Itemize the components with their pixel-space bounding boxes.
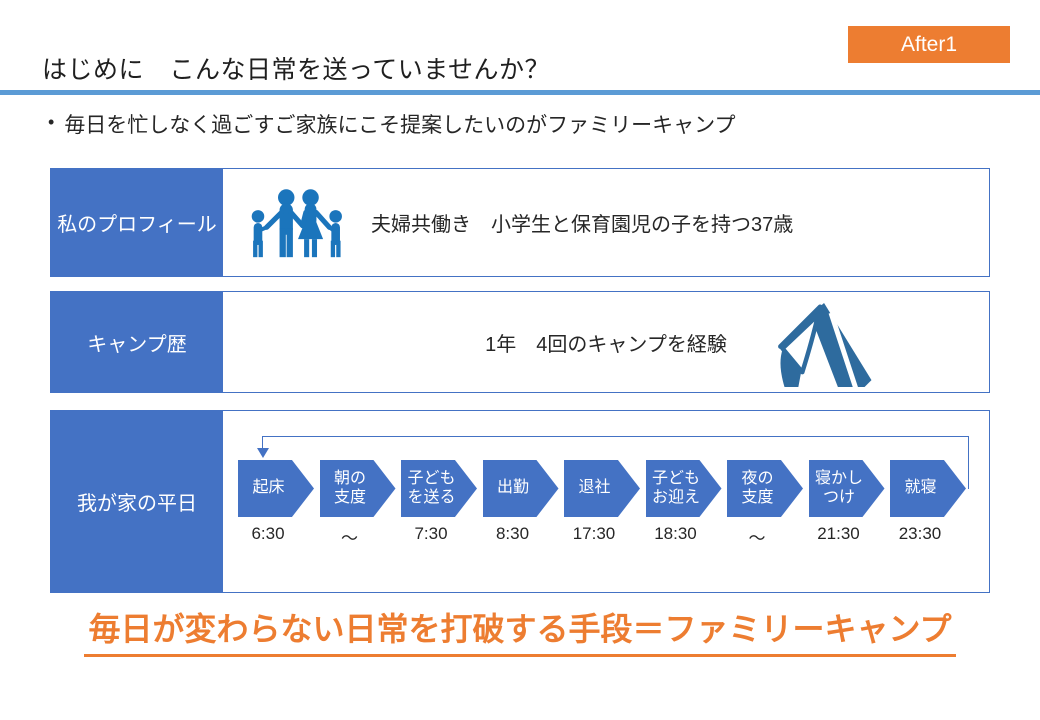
- flow-time-morning-prep: ～: [341, 529, 358, 548]
- intro-bullet-line: • 毎日を忙しなく過ごすご家族にこそ提案したいのがファミリーキャンプ: [48, 109, 735, 139]
- flow-time-leave-work: 17:30: [572, 524, 616, 543]
- intro-bullet-text: 毎日を忙しなく過ごすご家族にこそ提案したいのがファミリーキャンプ: [64, 114, 736, 137]
- camp-history-text: 1年 4回のキャンプを経験: [485, 333, 727, 356]
- flow-time-sleep: 23:30: [898, 524, 942, 543]
- weekday-row-label: 我が家の平日: [51, 411, 223, 592]
- profile-row: 私のプロフィール 夫婦共働き 小学生と保育園: [50, 168, 990, 277]
- tent-icon: [778, 303, 872, 388]
- footer-message: 毎日が変わらない日常を打破する手段＝ファミリーキャンプ: [84, 604, 956, 657]
- profile-row-content: 夫婦共働き 小学生と保育園児の子を持つ37歳: [223, 169, 989, 276]
- family-icon: [251, 189, 342, 258]
- camp-history-row-content: 1年 4回のキャンプを経験: [223, 292, 989, 392]
- flow-time-dropoff-kids: 7:30: [414, 524, 448, 543]
- profile-text: 夫婦共働き 小学生と保育園児の子を持つ37歳: [371, 214, 794, 236]
- flow-time-put-to-bed: 21:30: [817, 524, 860, 543]
- camp-history-row-label: キャンプ歴: [51, 292, 223, 392]
- flow-time-pickup-kids: 18:30: [654, 524, 697, 543]
- loop-connector-arrowhead-icon: [256, 448, 269, 458]
- footer-message-container: 毎日が変わらない日常を打破する手段＝ファミリーキャンプ: [0, 604, 1040, 657]
- loop-connector-horizontal: [262, 436, 969, 437]
- loop-connector-right-vertical: [967, 436, 969, 489]
- flow-time-wakeup: 6:30: [251, 524, 285, 543]
- flow-time-evening-prep: ～: [748, 529, 766, 548]
- title-underline: [0, 90, 1040, 95]
- profile-row-label: 私のプロフィール: [51, 169, 223, 276]
- after1-badge: After1: [848, 26, 1010, 63]
- loop-connector-left-vertical: [262, 436, 263, 449]
- slide-title: はじめに こんな日常を送っていませんか？: [42, 56, 551, 84]
- camp-history-row: キャンプ歴 1年 4回のキャンプを経験: [50, 291, 990, 393]
- bullet-icon: •: [48, 112, 55, 132]
- flow-time-go-to-work: 8:30: [495, 524, 530, 543]
